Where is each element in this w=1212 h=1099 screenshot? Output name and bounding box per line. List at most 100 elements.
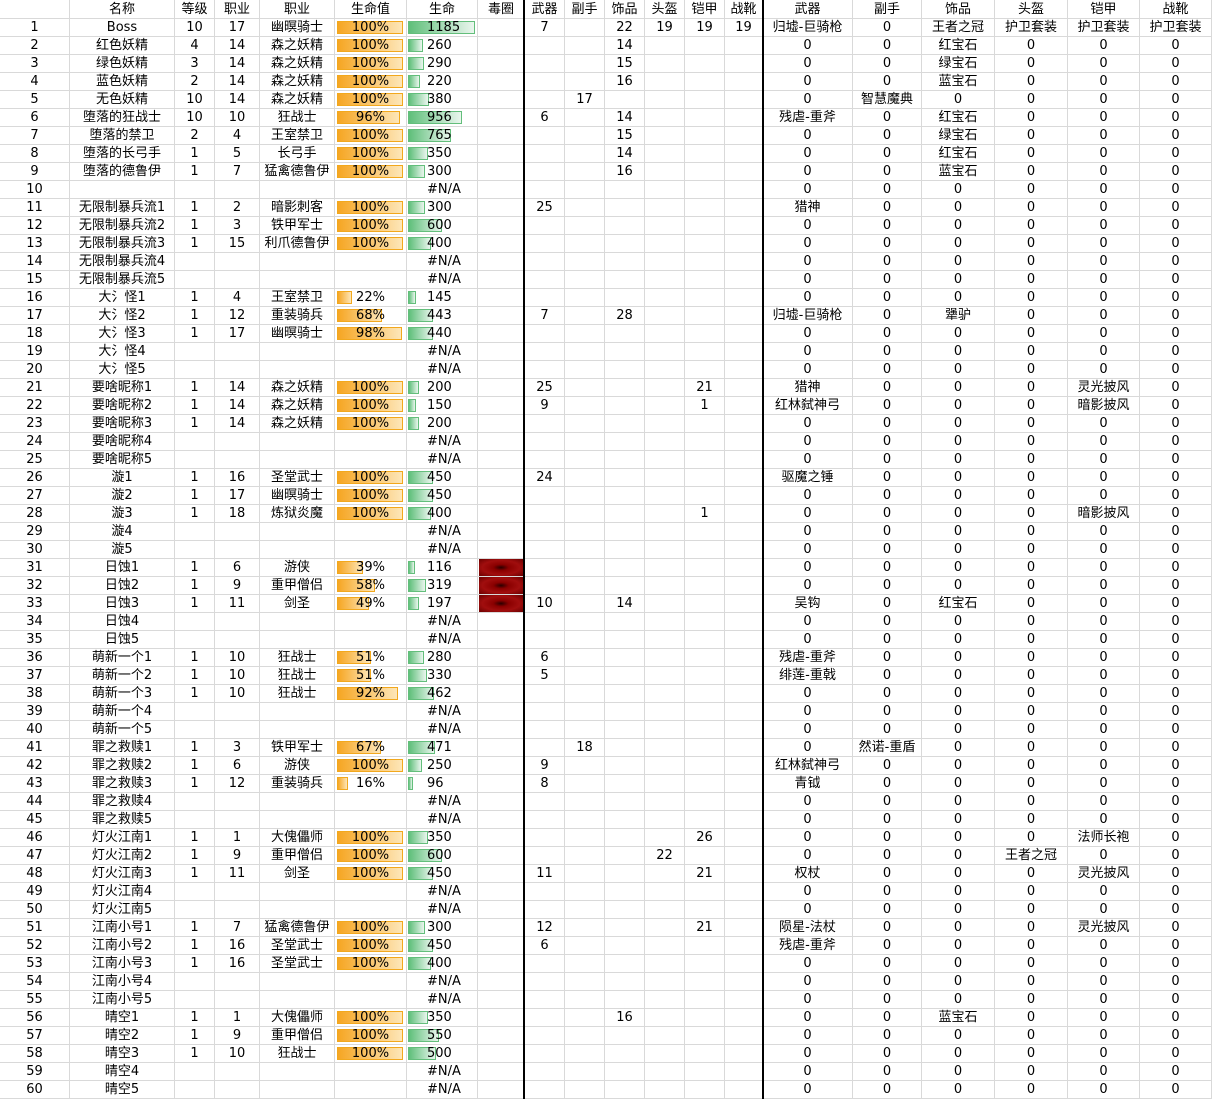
hp-label: #N/A xyxy=(427,614,461,629)
cell: 100% xyxy=(335,487,407,505)
hp-bar xyxy=(408,831,428,844)
cell: 0 xyxy=(763,91,853,109)
cell: 1 xyxy=(175,739,215,757)
percent-label: 100% xyxy=(351,920,390,935)
cell xyxy=(725,199,763,217)
cell: 要啥昵称5 xyxy=(70,451,175,469)
cell xyxy=(525,991,565,1009)
hp-bar xyxy=(408,849,442,862)
cell: 0 xyxy=(995,451,1068,469)
percent-bar xyxy=(337,1047,403,1060)
cell xyxy=(525,289,565,307)
cell: 765 xyxy=(407,127,478,145)
cell: 红宝石 xyxy=(922,37,995,55)
cell: 蓝色妖精 xyxy=(70,73,175,91)
hp-label: #N/A xyxy=(427,452,461,467)
cell: #N/A xyxy=(407,703,478,721)
percent-label: 100% xyxy=(351,848,390,863)
cell: 0 xyxy=(1068,127,1140,145)
cell: 1 xyxy=(215,829,260,847)
cell: 44 xyxy=(0,793,70,811)
cell xyxy=(725,181,763,199)
cell: 无限制暴兵流3 xyxy=(70,235,175,253)
cell: 罪之救赎4 xyxy=(70,793,175,811)
cell: 猛禽德鲁伊 xyxy=(260,919,335,937)
cell: 100% xyxy=(335,505,407,523)
hp-label: #N/A xyxy=(427,542,461,557)
percent-bar xyxy=(337,381,403,394)
cell: 0 xyxy=(1140,379,1212,397)
cell: 0 xyxy=(1140,361,1212,379)
cell xyxy=(685,145,725,163)
cell xyxy=(525,235,565,253)
cell: 5 xyxy=(525,667,565,685)
cell: 39 xyxy=(0,703,70,721)
cell: 0 xyxy=(1068,973,1140,991)
cell: 0 xyxy=(1068,811,1140,829)
cell: 450 xyxy=(407,865,478,883)
cell xyxy=(685,973,725,991)
cell xyxy=(478,73,525,91)
cell: 14 xyxy=(215,397,260,415)
cell: 14 xyxy=(605,109,645,127)
hp-bar xyxy=(408,687,435,700)
cell: 0 xyxy=(1140,217,1212,235)
cell xyxy=(565,541,605,559)
cell xyxy=(565,109,605,127)
cell: 灯火江南4 xyxy=(70,883,175,901)
cell xyxy=(685,667,725,685)
cell: 0 xyxy=(995,271,1068,289)
cell: 10 xyxy=(215,667,260,685)
cell: 0 xyxy=(1140,793,1212,811)
cell xyxy=(645,613,685,631)
cell xyxy=(645,685,685,703)
cell xyxy=(525,793,565,811)
cell: 0 xyxy=(1140,739,1212,757)
cell: 0 xyxy=(1140,829,1212,847)
hp-label: 765 xyxy=(427,128,452,143)
cell: 0 xyxy=(1140,325,1212,343)
cell: 0 xyxy=(995,1009,1068,1027)
cell xyxy=(645,181,685,199)
cell: 0 xyxy=(922,613,995,631)
cell xyxy=(565,901,605,919)
cell xyxy=(335,253,407,271)
cell xyxy=(645,883,685,901)
hp-bar xyxy=(408,957,431,970)
cell: 陨星-法杖 xyxy=(763,919,853,937)
cell xyxy=(685,487,725,505)
cell xyxy=(565,721,605,739)
cell: 游侠 xyxy=(260,757,335,775)
cell: 0 xyxy=(922,433,995,451)
cell xyxy=(175,883,215,901)
cell xyxy=(605,973,645,991)
cell: 0 xyxy=(853,757,922,775)
cell: 犟驴 xyxy=(922,307,995,325)
cell xyxy=(565,199,605,217)
cell: 罪之救赎1 xyxy=(70,739,175,757)
cell: 0 xyxy=(1068,901,1140,919)
cell xyxy=(478,307,525,325)
cell: #N/A xyxy=(407,991,478,1009)
hp-label: 500 xyxy=(427,1046,452,1061)
cell xyxy=(685,181,725,199)
cell xyxy=(645,289,685,307)
cell xyxy=(70,181,175,199)
cell: 380 xyxy=(407,91,478,109)
cell: 52 xyxy=(0,937,70,955)
cell: 0 xyxy=(853,415,922,433)
cell: 6 xyxy=(525,937,565,955)
cell: 0 xyxy=(922,91,995,109)
cell xyxy=(685,415,725,433)
hp-label: 300 xyxy=(427,164,452,179)
cell: 0 xyxy=(995,37,1068,55)
cell: 100% xyxy=(335,55,407,73)
cell: 0 xyxy=(922,685,995,703)
cell xyxy=(645,361,685,379)
cell xyxy=(525,721,565,739)
hp-bar xyxy=(408,1011,428,1024)
cell: 红林弑神弓 xyxy=(763,757,853,775)
cell xyxy=(725,649,763,667)
cell xyxy=(478,937,525,955)
cell: #N/A xyxy=(407,721,478,739)
